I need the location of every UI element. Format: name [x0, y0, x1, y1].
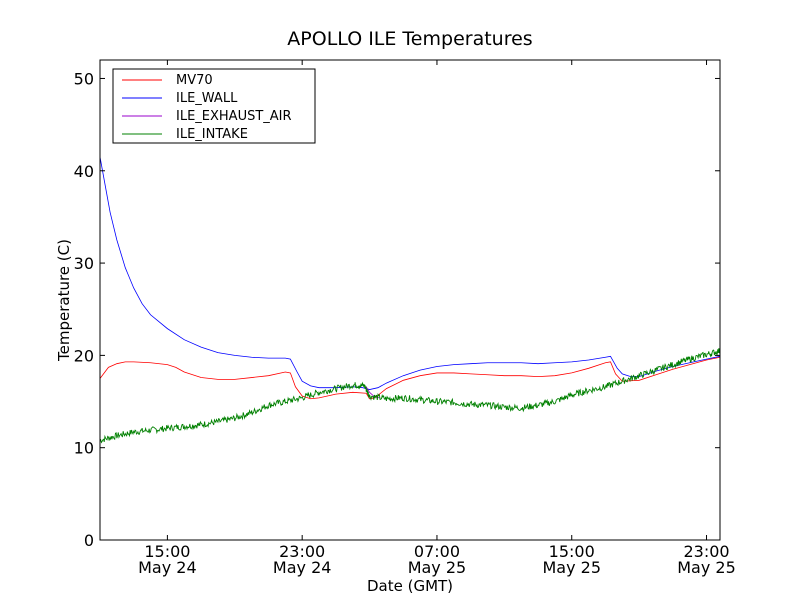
x-tick-time-label: 15:00: [144, 542, 190, 561]
y-tick-label: 20: [74, 346, 94, 365]
series-line-ile-intake: [99, 348, 721, 444]
series-line-ile-wall: [99, 156, 721, 390]
legend-box: [112, 68, 316, 144]
legend-label-ile-wall: ILE_WALL: [176, 91, 238, 106]
legend-label-ile-intake: ILE_INTAKE: [176, 127, 248, 142]
x-tick-time-label: 15:00: [549, 542, 595, 561]
series-line-mv70: [99, 356, 721, 400]
legend-label-ile-exhaust-air: ILE_EXHAUST_AIR: [176, 109, 292, 124]
x-tick-date-label: May 24: [273, 558, 332, 577]
y-tick-label: 40: [74, 162, 94, 181]
chart-title: APOLLO ILE Temperatures: [287, 28, 532, 50]
x-tick-date-label: May 25: [677, 558, 736, 577]
legend-label-mv70: MV70: [176, 73, 213, 88]
y-tick-label: 30: [74, 254, 94, 273]
plot-frame: [99, 59, 721, 541]
x-tick-time-label: 23:00: [683, 542, 729, 561]
x-tick-date-label: May 24: [138, 558, 197, 577]
y-tick-label: 10: [74, 439, 94, 458]
x-tick-date-label: May 25: [542, 558, 601, 577]
legend: MV70 ILE_WALL ILE_EXHAUST_AIR ILE_INTAKE: [112, 68, 316, 144]
x-axis-label: Date (GMT): [367, 577, 453, 595]
x-tick-time-label: 07:00: [414, 542, 460, 561]
x-tick-date-label: May 25: [408, 558, 467, 577]
y-axis-label: Temperature (C): [55, 239, 73, 362]
y-tick-label: 50: [74, 69, 94, 88]
series-layer: [99, 156, 721, 444]
y-tick-label: 0: [84, 531, 94, 550]
x-tick-time-label: 23:00: [279, 542, 325, 561]
y-axis: 0 10 20 30 40 50: [74, 69, 720, 550]
